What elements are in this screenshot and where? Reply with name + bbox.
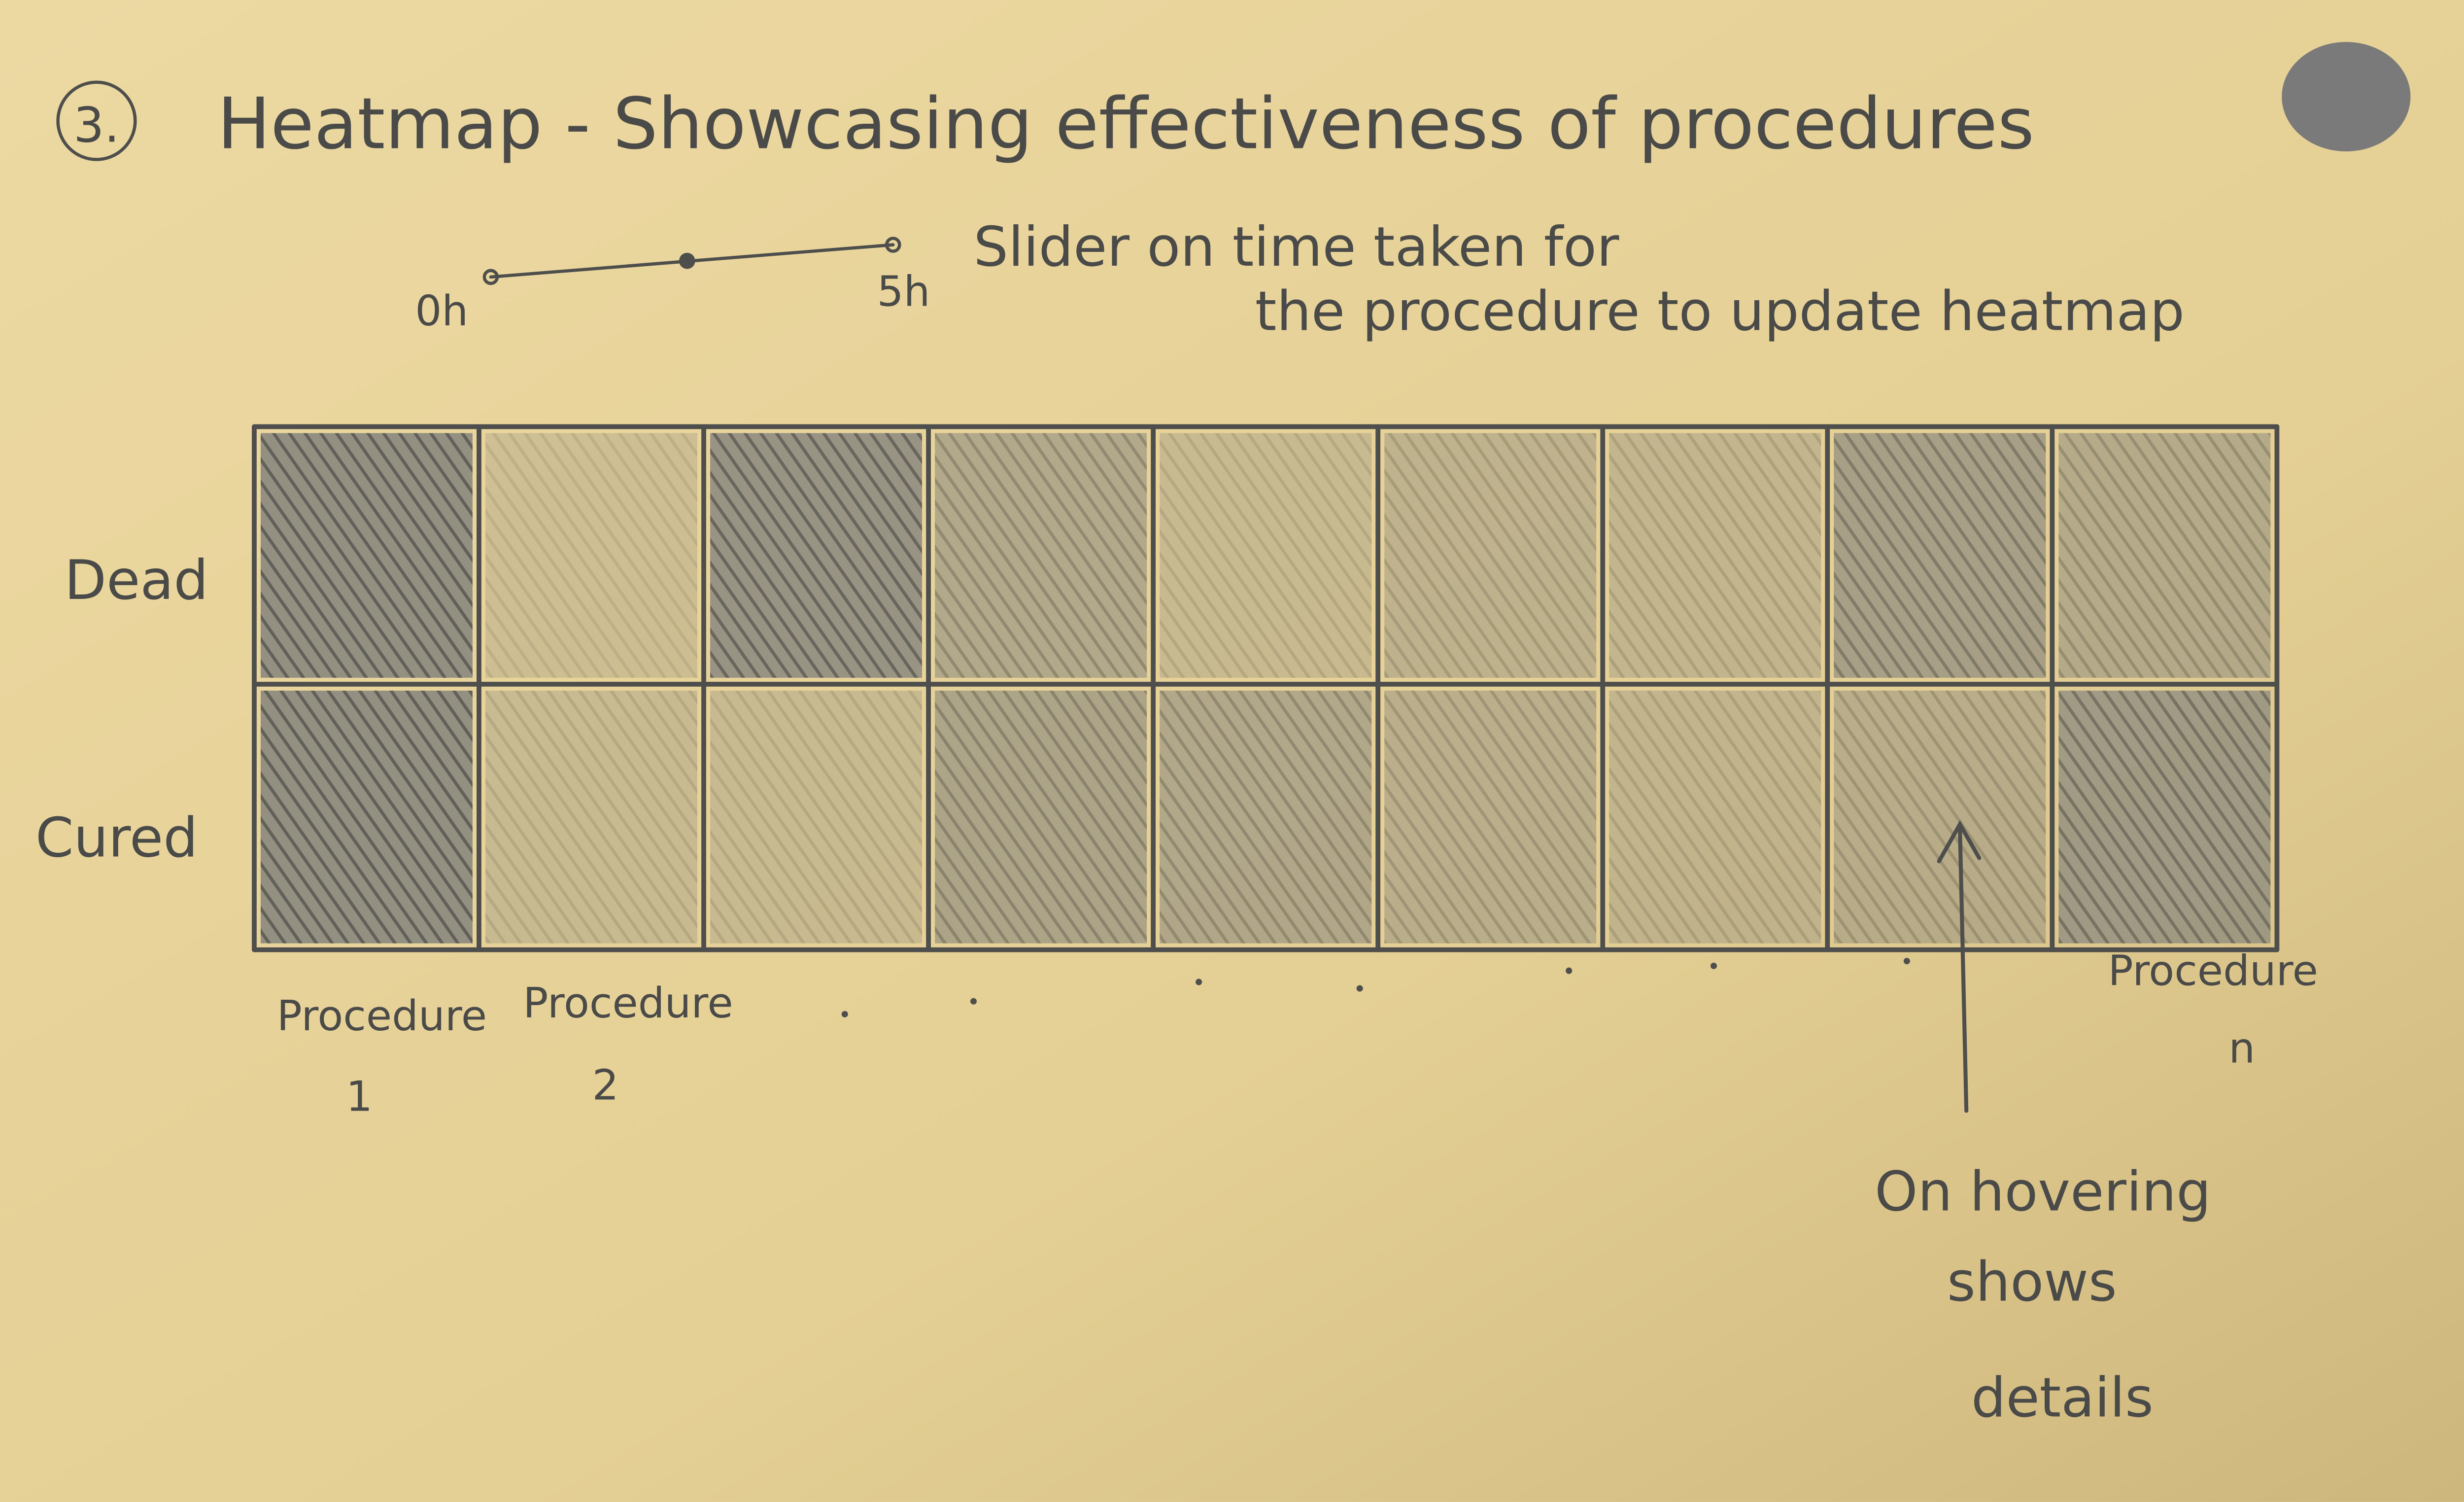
heatmap-cell[interactable]: [1834, 433, 2046, 678]
punch-hole: [2282, 42, 2411, 152]
heatmap-cell[interactable]: [485, 433, 697, 678]
row-label: Cured: [35, 806, 198, 870]
annotation: details: [1971, 1366, 2154, 1430]
slider-end: [885, 237, 901, 253]
heatmap-cell[interactable]: [2058, 433, 2271, 678]
heatmap-cell[interactable]: [710, 433, 923, 678]
column-label: Procedure: [277, 992, 487, 1041]
heatmap-cell[interactable]: [260, 433, 473, 678]
slider-min: 0h: [415, 287, 468, 336]
slider-end: [482, 269, 499, 285]
row-label: Dead: [65, 549, 208, 612]
heatmap-cell[interactable]: [1384, 433, 1597, 678]
section-number: 3.: [73, 98, 119, 154]
heatmap-cell[interactable]: [1609, 433, 1821, 678]
heatmap-cell[interactable]: [2058, 691, 2271, 943]
heatmap-cell[interactable]: [1160, 691, 1372, 943]
heatmap-cell[interactable]: [935, 691, 1147, 943]
column-label: Procedure: [523, 979, 733, 1028]
annotation: shows: [1947, 1251, 2117, 1314]
column-index: n: [2228, 1024, 2255, 1073]
heatmap-cell[interactable]: [485, 691, 697, 943]
column-index: 1: [346, 1072, 373, 1121]
slider-handle[interactable]: [679, 252, 695, 269]
ellipsis: [841, 958, 1910, 1017]
column-label: Procedure: [2108, 947, 2318, 996]
heatmap-cell[interactable]: [710, 691, 923, 943]
heatmap-cell[interactable]: [935, 433, 1147, 678]
column-index: 2: [592, 1061, 619, 1110]
heatmap-cell[interactable]: [260, 691, 473, 943]
heatmap-cell[interactable]: [1160, 433, 1372, 678]
slider-note: the procedure to update heatmap: [1255, 280, 2185, 344]
heatmap-cell[interactable]: [1384, 691, 1597, 943]
annotation: On hovering: [1875, 1160, 2211, 1224]
arrow-head: [1937, 820, 1982, 864]
title: Heatmap - Showcasing effectiveness of pr…: [217, 83, 2034, 165]
number-circle: [56, 80, 137, 161]
slider-note: Slider on time taken for: [974, 215, 1619, 279]
heatmap: [252, 424, 2280, 952]
annotation-arrow: [1958, 827, 1969, 1113]
heatmap-cell[interactable]: [1609, 691, 1821, 943]
heatmap-cell[interactable]: [1834, 691, 2046, 943]
slider-max: 5h: [877, 268, 930, 316]
